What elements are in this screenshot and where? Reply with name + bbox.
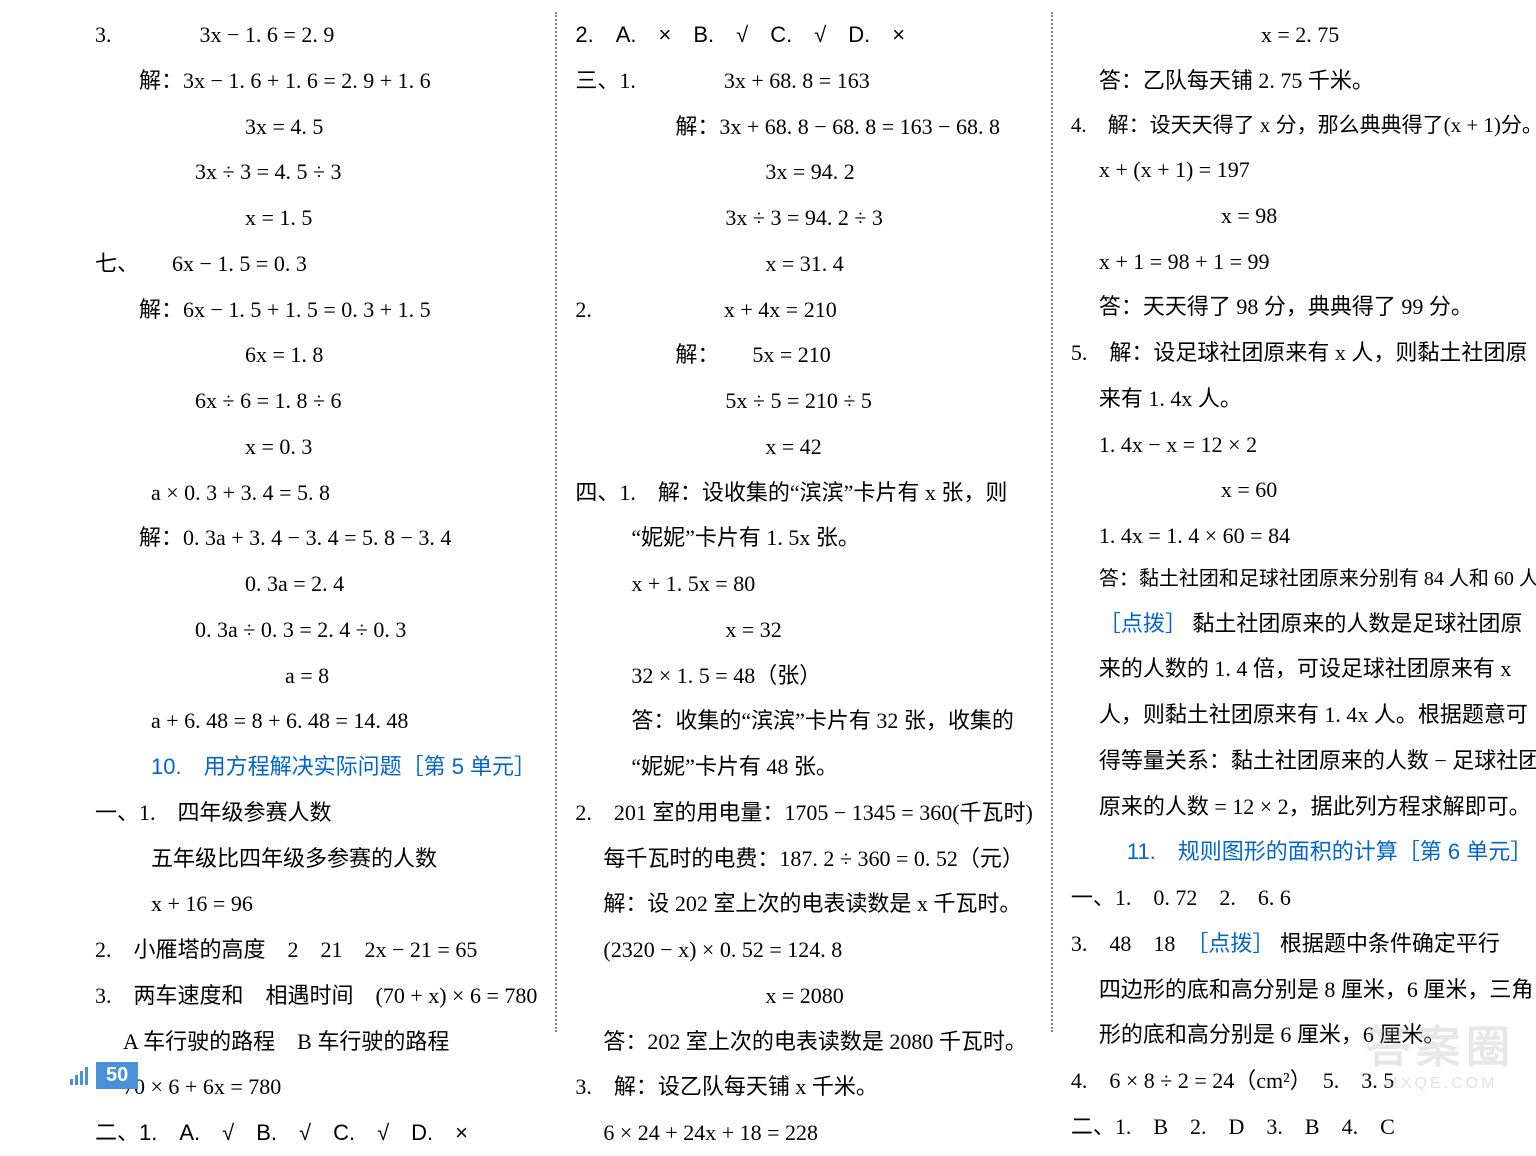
text-line: 答：黏土社团和足球社团原来分别有 84 人和 60 人。 <box>1071 559 1536 601</box>
text-line: 0. 3a = 2. 4 <box>95 561 537 607</box>
text-line: x + (x + 1) = 197 <box>1071 147 1536 193</box>
column-1: 3. 3x − 1. 6 = 2. 9 解：3x − 1. 6 + 1. 6 =… <box>95 12 557 1032</box>
text-line: 70 × 6 + 6x = 780 <box>95 1064 537 1110</box>
text-line: 解：0. 3a + 3. 4 − 3. 4 = 5. 8 − 3. 4 <box>95 515 537 561</box>
text-line: 2. 201 室的用电量：1705 − 1345 = 360(千瓦时) <box>575 790 1032 836</box>
text-line: 答：收集的“滨滨”卡片有 32 张，收集的 <box>575 698 1032 744</box>
text-line: 来有 1. 4x 人。 <box>1071 376 1536 422</box>
text-line: 每千瓦时的电费：187. 2 ÷ 360 = 0. 52（元） <box>575 836 1032 882</box>
text-line: x = 98 <box>1071 193 1536 239</box>
text-line: 二、1. B 2. D 3. B 4. C <box>1071 1104 1536 1150</box>
text-line: 一、1. 0. 72 2. 6. 6 <box>1071 875 1536 921</box>
text-line: x + 1 = 98 + 1 = 99 <box>1071 239 1536 285</box>
text-line: 0. 3a ÷ 0. 3 = 2. 4 ÷ 0. 3 <box>95 607 537 653</box>
text-line: a = 8 <box>95 653 537 699</box>
text-line: “妮妮”卡片有 48 张。 <box>575 744 1032 790</box>
text-line: 3x ÷ 3 = 94. 2 ÷ 3 <box>575 195 1032 241</box>
text-line: 3x ÷ 3 = 4. 5 ÷ 3 <box>95 149 537 195</box>
text-line: 答：202 室上次的电表读数是 2080 千瓦时。 <box>575 1019 1032 1065</box>
text-line: 32 × 1. 5 = 48（张） <box>575 653 1032 699</box>
text-line: 答：天天得了 98 分，典典得了 99 分。 <box>1071 284 1536 330</box>
column-2: 2. A. × B. √ C. √ D. × 三、1. 3x + 68. 8 =… <box>557 12 1052 1032</box>
text-line: 4. 解：设天天得了 x 分，那么典典得了(x + 1)分。 <box>1071 104 1536 148</box>
hint-line: 原来的人数 = 12 × 2，据此列方程求解即可。 <box>1071 784 1536 830</box>
text-line: 二、1. A. √ B. √ C. √ D. × <box>95 1110 537 1156</box>
text-line: 6x = 1. 8 <box>95 332 537 378</box>
hint-line: 得等量关系：黏土社团原来的人数 − 足球社团 <box>1071 738 1536 784</box>
text-line: 2. 小雁塔的高度 2 21 2x − 21 = 65 <box>95 927 537 973</box>
text-line: 解：3x + 68. 8 − 68. 8 = 163 − 68. 8 <box>575 104 1032 150</box>
text-line: 1. 4x = 1. 4 × 60 = 84 <box>1071 513 1536 559</box>
text-line: 解：6x − 1. 5 + 1. 5 = 0. 3 + 1. 5 <box>95 287 537 333</box>
content-columns: 3. 3x − 1. 6 = 2. 9 解：3x − 1. 6 + 1. 6 =… <box>95 12 1496 1032</box>
text-line: 七、 6x − 1. 5 = 0. 3 <box>95 241 537 287</box>
text-line: A 车行驶的路程 B 车行驶的路程 <box>95 1019 537 1065</box>
text-line: 3. 两车速度和 相遇时间 (70 + x) × 6 = 780 <box>95 973 537 1019</box>
hint-label: ［点拨］ <box>1197 931 1274 956</box>
text-line: x = 42 <box>575 424 1032 470</box>
text-line: 1. 4x − x = 12 × 2 <box>1071 422 1536 468</box>
text-line: 四、1. 解：设收集的“滨滨”卡片有 x 张，则 <box>575 470 1032 516</box>
text-line: 五年级比四年级多参赛的人数 <box>95 836 537 882</box>
text-line: 解：3x − 1. 6 + 1. 6 = 2. 9 + 1. 6 <box>95 58 537 104</box>
text-line: 3. 解：设乙队每天铺 x 千米。 <box>575 1064 1032 1110</box>
text-line: x = 2. 75 <box>1071 12 1536 58</box>
text-line: 6x ÷ 6 = 1. 8 ÷ 6 <box>95 378 537 424</box>
text-line: 5. 解：设足球社团原来有 x 人，则黏土社团原 <box>1071 330 1536 376</box>
text-line: x = 2080 <box>575 973 1032 1019</box>
text-line: 3x = 4. 5 <box>95 104 537 150</box>
text-line: (2320 − x) × 0. 52 = 124. 8 <box>575 927 1032 973</box>
watermark: 答案圈 MXQE.COM <box>1366 1011 1516 1093</box>
text-line: 一、1. 四年级参赛人数 <box>95 790 537 836</box>
text-line: x = 32 <box>575 607 1032 653</box>
text-line: x = 60 <box>1071 467 1536 513</box>
text-line: 答：乙队每天铺 2. 75 千米。 <box>1071 58 1536 104</box>
text-line: “妮妮”卡片有 1. 5x 张。 <box>575 515 1032 561</box>
hint-label: ［点拨］ <box>1099 611 1187 636</box>
hint-line: 来的人数的 1. 4 倍，可设足球社团原来有 x <box>1071 646 1536 692</box>
text-line: x = 31. 4 <box>575 241 1032 287</box>
text-line: 解： 5x = 210 <box>575 332 1032 378</box>
section-title-11: 11. 规则图形的面积的计算［第 6 单元］ <box>1071 829 1536 875</box>
section-title-10: 10. 用方程解决实际问题［第 5 单元］ <box>95 744 537 790</box>
hint-line: 人，则黏土社团原来有 1. 4x 人。根据题意可 <box>1071 692 1536 738</box>
text-line: 3x = 94. 2 <box>575 149 1032 195</box>
hint-line: 四边形的底和高分别是 8 厘米，6 厘米，三角 <box>1071 967 1536 1013</box>
text-line: x + 1. 5x = 80 <box>575 561 1032 607</box>
text-line: a + 6. 48 = 8 + 6. 48 = 14. 48 <box>95 698 537 744</box>
column-3: x = 2. 75 答：乙队每天铺 2. 75 千米。 4. 解：设天天得了 x… <box>1053 12 1536 1032</box>
watermark-small: MXQE.COM <box>1366 1075 1516 1093</box>
text-line: x + 16 = 96 <box>95 881 537 927</box>
page-bars-icon <box>70 1067 88 1085</box>
text-line: x = 0. 3 <box>95 424 537 470</box>
text-line: 5x ÷ 5 = 210 ÷ 5 <box>575 378 1032 424</box>
page-badge: 50 <box>96 1062 138 1089</box>
text-line: a × 0. 3 + 3. 4 = 5. 8 <box>95 470 537 516</box>
text-line: 6 × 24 + 24x + 18 = 228 <box>575 1110 1032 1156</box>
text-line: 2. A. × B. √ C. √ D. × <box>575 12 1032 58</box>
page-number: 50 <box>70 1062 138 1089</box>
text-line: 2. x + 4x = 210 <box>575 287 1032 333</box>
watermark-big: 答案圈 <box>1366 1011 1516 1075</box>
text-line: 3. 48 18 ［点拨］ 根据题中条件确定平行 <box>1071 921 1536 967</box>
hint-line: ［点拨］ 黏土社团原来的人数是足球社团原 <box>1071 601 1536 647</box>
text-line: 3. 3x − 1. 6 = 2. 9 <box>95 12 537 58</box>
text-line: 解：设 202 室上次的电表读数是 x 千瓦时。 <box>575 881 1032 927</box>
text-line: 三、1. 3x + 68. 8 = 163 <box>575 58 1032 104</box>
text-line: x = 1. 5 <box>95 195 537 241</box>
